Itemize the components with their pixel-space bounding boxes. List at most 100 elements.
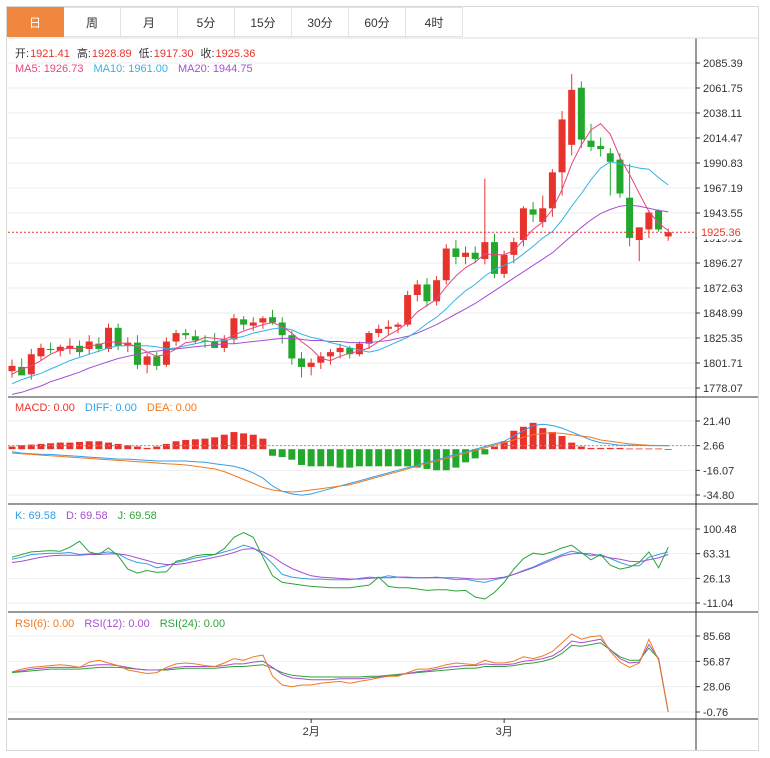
candle-body	[404, 295, 412, 325]
macd-bar	[577, 446, 585, 450]
tick-label: 100.48	[703, 524, 737, 536]
macd-bar	[558, 436, 566, 450]
candle-body	[616, 159, 624, 194]
macd-bar	[616, 447, 624, 450]
candle-body	[66, 345, 74, 349]
macd-bar	[47, 443, 55, 450]
macd-bar	[548, 432, 556, 450]
candle-body	[645, 212, 653, 230]
candle-body	[462, 252, 470, 257]
ma-legend-label: MA10:	[93, 63, 125, 75]
macd-bar	[404, 449, 412, 467]
tick-label: 2085.39	[703, 58, 743, 70]
candle-body	[95, 343, 103, 349]
candle-body	[500, 254, 508, 274]
x-tick-label: 2月	[303, 726, 320, 738]
macd-bar	[471, 449, 479, 459]
kdj-legend: D: 69.58	[66, 510, 108, 522]
candle-body	[326, 352, 334, 357]
ma-legend-label: MA5:	[15, 63, 41, 75]
candle-body	[375, 328, 383, 334]
last-price-label: 1925.36	[701, 227, 741, 239]
candle-body	[346, 347, 354, 355]
candle-body	[18, 366, 26, 376]
macd-bar	[269, 449, 277, 456]
tab-6[interactable]: 60分	[349, 7, 406, 37]
macd-bar	[317, 449, 325, 467]
macd-bar	[336, 449, 344, 468]
tick-label: 85.68	[703, 631, 731, 643]
macd-legend: DIFF: 0.00	[85, 402, 137, 414]
candle-body	[423, 284, 431, 302]
macd-bar	[365, 449, 373, 467]
macd-bar	[645, 448, 653, 450]
candle-body	[317, 356, 325, 363]
macd-bar	[346, 449, 354, 468]
chart-canvas[interactable]: 2085.39 2061.75 2038.11 2014.47 1990.83 1967.…	[7, 7, 758, 750]
kdj-legend: J: 69.58	[118, 510, 157, 522]
macd-bar	[597, 447, 605, 450]
macd-bar	[394, 449, 402, 467]
tab-4[interactable]: 15分	[235, 7, 292, 37]
tab-1[interactable]: 周	[64, 7, 121, 37]
candle-body	[577, 87, 585, 140]
tick-label: 63.31	[703, 549, 731, 561]
tick-label: 28.06	[703, 682, 731, 694]
tab-3[interactable]: 5分	[178, 7, 235, 37]
macd-bar	[259, 438, 267, 450]
tick-label: 2014.47	[703, 133, 743, 145]
tick-label: 21.40	[703, 416, 731, 428]
tick-label: 26.13	[703, 573, 731, 585]
macd-bar	[37, 443, 45, 450]
macd-bar	[220, 434, 228, 450]
tick-label: 1943.55	[703, 208, 743, 220]
ohlc-value: 1925.36	[216, 48, 256, 60]
tick-label: 1848.99	[703, 308, 743, 320]
rsi24-line	[11, 642, 669, 712]
tick-label: 2061.75	[703, 83, 743, 95]
candle-body	[664, 232, 672, 237]
tick-label: -34.80	[703, 490, 734, 502]
candle-body	[56, 346, 64, 352]
candle-body	[27, 354, 35, 375]
x-tick-label: 3月	[496, 726, 513, 738]
rsi-legend: RSI(12): 0.00	[84, 618, 149, 630]
tab-5[interactable]: 30分	[292, 7, 349, 37]
macd-bar	[191, 439, 199, 450]
tab-2[interactable]: 月	[121, 7, 178, 37]
tick-label: 2.66	[703, 441, 724, 453]
candle-body	[635, 227, 643, 241]
macd-bar	[143, 447, 151, 450]
candle-body	[413, 284, 421, 296]
d-line	[11, 548, 669, 580]
macd-bar	[76, 441, 84, 450]
macd-bar	[182, 439, 190, 450]
candle-body	[230, 318, 238, 340]
ohlc-value: 1921.41	[30, 48, 70, 60]
ma20-line	[11, 204, 669, 395]
macd-bar	[298, 449, 305, 465]
candle-body	[539, 208, 547, 223]
ma10-line	[11, 161, 669, 385]
candle-body	[655, 210, 663, 230]
ohlc-label: 开:	[15, 48, 29, 60]
macd-bar	[240, 433, 248, 450]
candle-body	[288, 335, 296, 359]
candle-body	[143, 356, 151, 365]
macd-bar	[606, 447, 614, 450]
candle-body	[153, 356, 161, 366]
macd-bar	[664, 449, 672, 450]
macd-bar	[95, 441, 103, 450]
candle-body	[298, 358, 305, 367]
candle-body	[519, 208, 527, 241]
candle-body	[105, 327, 112, 349]
tab-0[interactable]: 日	[7, 7, 64, 37]
macd-bar	[288, 449, 296, 460]
tab-7[interactable]: 4时	[406, 7, 463, 37]
candle-body	[365, 333, 373, 344]
macd-bar	[452, 449, 460, 468]
k-line	[11, 544, 669, 583]
macd-bar	[162, 443, 170, 450]
timeframe-tabs: 日周月 5分 15分 30分 60分 4时	[7, 7, 463, 37]
rsi-legend: RSI(24): 0.00	[160, 618, 225, 630]
